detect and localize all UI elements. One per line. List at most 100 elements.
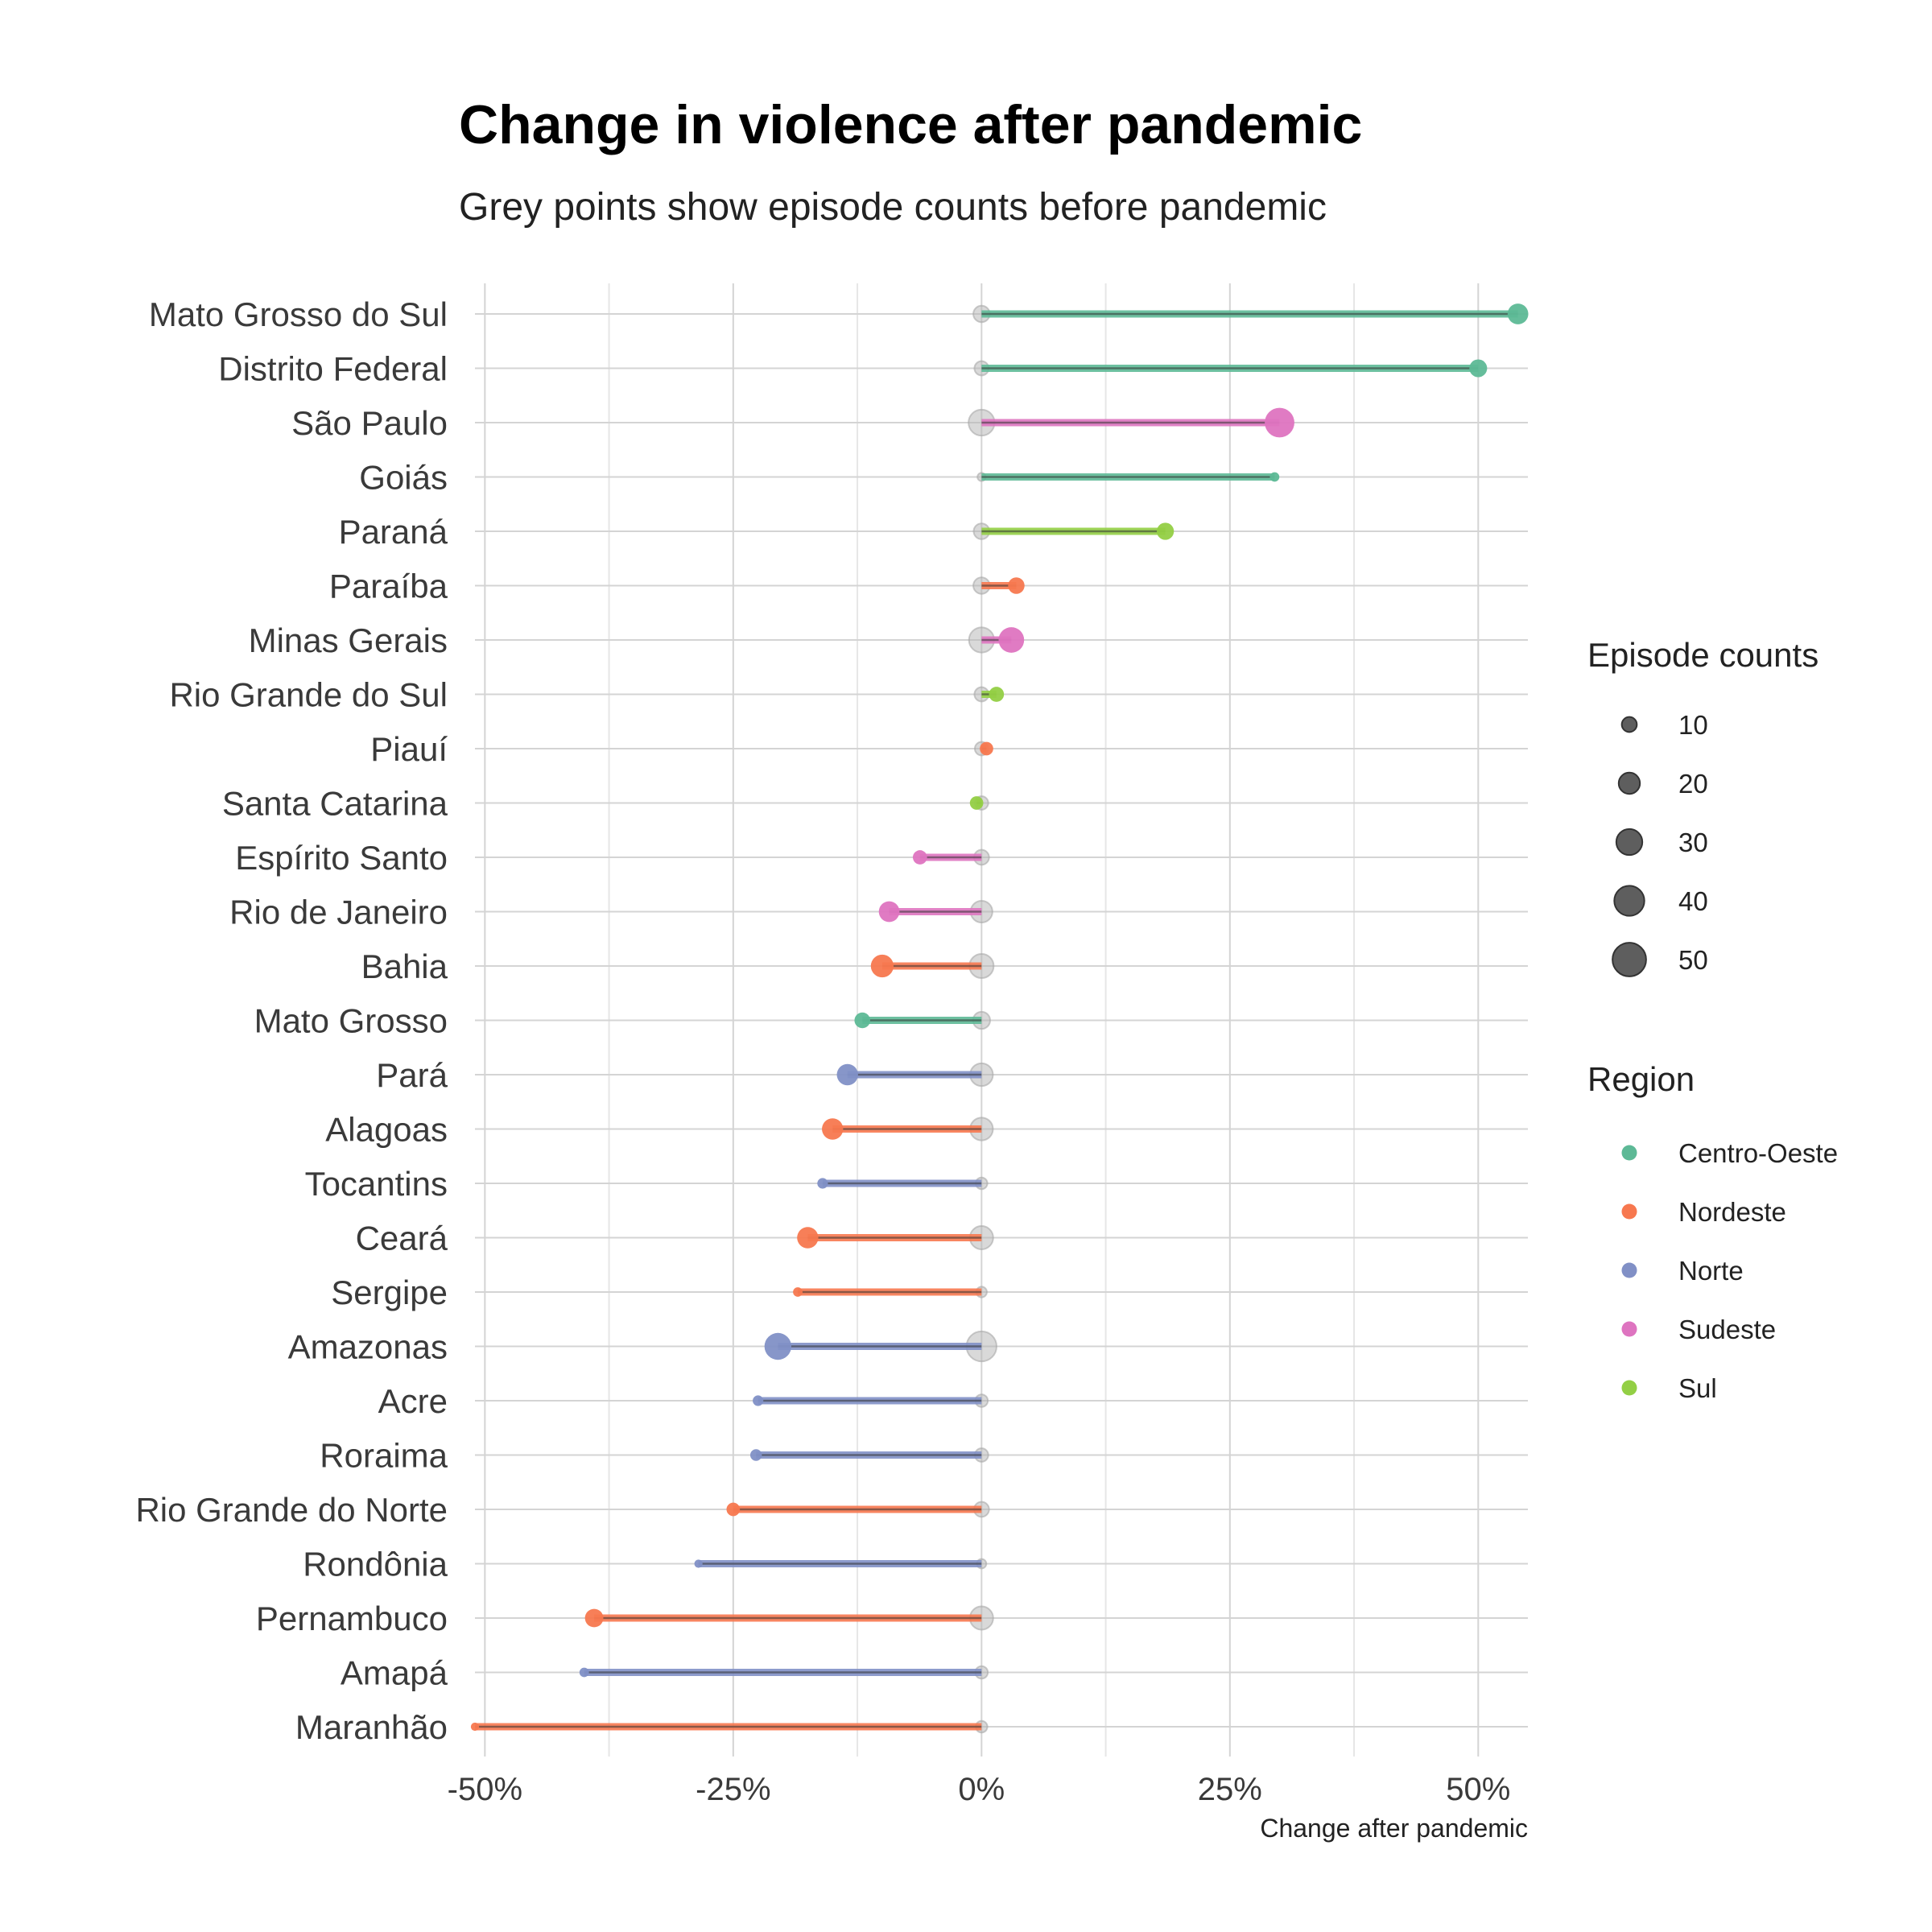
after-point [579, 1667, 589, 1678]
row-group [797, 1225, 994, 1250]
row-group [973, 741, 993, 757]
y-tick-label: Rondônia [303, 1546, 448, 1583]
row-group [764, 1330, 997, 1363]
y-tick-label: Acre [378, 1382, 448, 1420]
x-tick-label: 0% [958, 1772, 1005, 1807]
after-point [870, 954, 894, 978]
after-point [1469, 359, 1488, 378]
after-point [726, 1502, 741, 1517]
x-axis-labels: -50% -25% 0% 25% 50% [448, 1772, 1511, 1807]
after-point [817, 1178, 828, 1189]
row-group [694, 1558, 988, 1570]
size-legend-label: 30 [1678, 828, 1708, 857]
row-group [793, 1286, 988, 1298]
y-tick-label: Amapá [341, 1654, 448, 1692]
size-legend-title: Episode counts [1587, 636, 1818, 674]
size-legend-key [1612, 942, 1647, 977]
chart-subtitle: Grey points show episode counts before p… [459, 186, 1327, 229]
row-group [976, 472, 1280, 482]
after-point [470, 1722, 480, 1732]
y-tick-label: Santa Catarina [222, 785, 448, 823]
size-legend-key [1613, 885, 1645, 917]
row-group [749, 1447, 989, 1463]
row-group [973, 686, 1005, 703]
row-group [972, 576, 1025, 595]
size-legend: Episode counts 10 20 30 40 50 [1587, 636, 1818, 977]
row-group [912, 848, 990, 866]
row-group [973, 359, 1488, 378]
after-point [912, 850, 927, 865]
size-legend-key [1615, 828, 1644, 857]
after-point [998, 627, 1025, 653]
after-point [1156, 522, 1174, 540]
after-point [1265, 407, 1294, 438]
y-tick-label: Paraná [339, 513, 448, 551]
y-tick-label: São Paulo [291, 404, 448, 442]
after-point [1507, 303, 1529, 324]
after-point [584, 1608, 604, 1628]
region-legend-label: Centro-Oeste [1678, 1138, 1838, 1168]
y-tick-label: Pernambuco [256, 1600, 448, 1637]
region-legend-title: Region [1587, 1060, 1695, 1098]
after-point [854, 1012, 871, 1029]
y-tick-label: Bahia [361, 947, 448, 985]
y-axis-labels: Mato Grosso do Sul Distrito Federal São Pa… [135, 295, 448, 1746]
y-tick-label: Rio de Janeiro [229, 894, 448, 931]
chart-marks [470, 303, 1529, 1734]
x-tick-label: -50% [448, 1772, 522, 1807]
row-group [822, 1117, 994, 1141]
y-tick-label: Distrito Federal [218, 350, 448, 388]
y-tick-label: Rio Grande do Sul [169, 676, 448, 714]
y-tick-label: Ceará [356, 1220, 448, 1257]
y-tick-label: Espírito Santo [235, 839, 448, 877]
y-tick-label: Mato Grosso do Sul [149, 295, 448, 333]
region-legend-key [1621, 1321, 1637, 1337]
y-tick-label: Rio Grande do Norte [135, 1491, 448, 1529]
after-point [1269, 472, 1280, 482]
row-group [870, 952, 995, 980]
after-point [694, 1559, 703, 1568]
chart-title: Change in violence after pandemic [459, 94, 1362, 155]
y-tick-label: Mato Grosso [254, 1002, 448, 1040]
region-legend: Region Centro-Oeste Nordeste Norte Sudeste S… [1587, 1060, 1838, 1403]
y-tick-label: Paraíba [329, 568, 448, 605]
after-point [749, 1449, 762, 1461]
after-point [989, 687, 1005, 702]
x-tick-label: 25% [1198, 1772, 1262, 1807]
region-legend-label: Sul [1678, 1373, 1717, 1403]
row-group [969, 795, 989, 811]
row-group [878, 899, 993, 924]
after-point [1008, 577, 1025, 594]
x-tick-label: 50% [1446, 1772, 1510, 1807]
y-tick-label: Goiás [359, 459, 448, 497]
y-tick-label: Minas Gerais [249, 621, 448, 659]
region-legend-key [1621, 1203, 1637, 1220]
y-tick-label: Tocantins [305, 1165, 448, 1203]
y-tick-label: Amazonas [288, 1328, 448, 1366]
row-group [972, 303, 1529, 324]
region-legend-label: Sudeste [1678, 1315, 1776, 1344]
after-point [764, 1332, 792, 1360]
region-legend-key [1621, 1145, 1637, 1161]
row-group [968, 626, 1025, 654]
size-legend-label: 10 [1678, 710, 1708, 740]
after-point [822, 1118, 844, 1140]
y-tick-label: Piauí [370, 730, 448, 768]
size-legend-key [1617, 771, 1641, 795]
y-tick-label: Maranhão [295, 1708, 448, 1746]
after-point [969, 796, 984, 810]
row-group [470, 1719, 989, 1734]
after-point [878, 901, 900, 923]
region-legend-key [1621, 1262, 1637, 1278]
x-tick-label: -25% [696, 1772, 770, 1807]
y-tick-label: Alagoas [325, 1111, 448, 1149]
after-point [797, 1227, 819, 1249]
size-legend-key [1620, 716, 1638, 733]
row-group [726, 1501, 990, 1518]
row-group [968, 407, 1294, 438]
row-group [836, 1062, 994, 1088]
row-group [972, 522, 1174, 540]
row-group [753, 1393, 989, 1408]
row-group [854, 1010, 991, 1030]
